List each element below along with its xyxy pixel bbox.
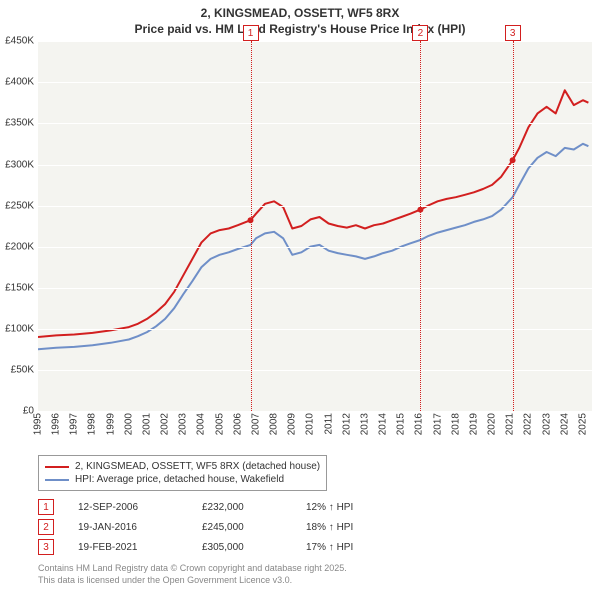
sale-row: 1 12-SEP-2006 £232,000 12% ↑ HPI <box>38 497 600 517</box>
marker-line <box>513 41 514 411</box>
grid-line <box>38 370 592 371</box>
sale-price: £305,000 <box>202 542 282 553</box>
grid-line <box>38 165 592 166</box>
sale-row: 3 19-FEB-2021 £305,000 17% ↑ HPI <box>38 537 600 557</box>
x-tick-label: 2007 <box>250 413 261 435</box>
x-axis: 1995199619971998199920002001200220032004… <box>38 411 592 451</box>
sale-date: 12-SEP-2006 <box>78 502 178 513</box>
legend-text: HPI: Average price, detached house, Wake… <box>75 474 284 485</box>
x-tick-label: 2009 <box>287 413 298 435</box>
x-tick-label: 1999 <box>105 413 116 435</box>
plot-area: 123 <box>38 41 592 411</box>
sale-marker: 3 <box>38 539 54 555</box>
y-tick-label: £350K <box>5 118 34 129</box>
sale-price: £245,000 <box>202 522 282 533</box>
x-tick-label: 1996 <box>51 413 62 435</box>
title-line-1: 2, KINGSMEAD, OSSETT, WF5 8RX <box>0 6 600 22</box>
y-tick-label: £200K <box>5 241 34 252</box>
grid-line <box>38 206 592 207</box>
y-tick-label: £450K <box>5 36 34 47</box>
x-tick-label: 1995 <box>33 413 44 435</box>
x-tick-label: 2024 <box>559 413 570 435</box>
x-tick-label: 2017 <box>432 413 443 435</box>
sale-delta: 12% ↑ HPI <box>306 502 406 513</box>
x-tick-label: 2012 <box>341 413 352 435</box>
x-tick-label: 2002 <box>160 413 171 435</box>
x-tick-label: 2005 <box>214 413 225 435</box>
x-tick-label: 2003 <box>178 413 189 435</box>
grid-line <box>38 41 592 42</box>
legend: 2, KINGSMEAD, OSSETT, WF5 8RX (detached … <box>38 455 327 491</box>
x-tick-label: 2022 <box>523 413 534 435</box>
legend-swatch <box>45 479 69 481</box>
grid-line <box>38 123 592 124</box>
marker-line <box>251 41 252 411</box>
x-tick-label: 2021 <box>505 413 516 435</box>
x-tick-label: 2025 <box>577 413 588 435</box>
x-tick-label: 2023 <box>541 413 552 435</box>
x-tick-label: 2020 <box>487 413 498 435</box>
sale-price: £232,000 <box>202 502 282 513</box>
x-tick-label: 2015 <box>396 413 407 435</box>
marker-label: 1 <box>243 25 259 41</box>
footnote-line-1: Contains HM Land Registry data © Crown c… <box>38 563 600 575</box>
x-tick-label: 2001 <box>141 413 152 435</box>
legend-item: HPI: Average price, detached house, Wake… <box>45 473 320 486</box>
grid-line <box>38 82 592 83</box>
sale-marker: 2 <box>38 519 54 535</box>
y-axis: £0£50K£100K£150K£200K£250K£300K£350K£400… <box>0 41 36 411</box>
sale-row: 2 19-JAN-2016 £245,000 18% ↑ HPI <box>38 517 600 537</box>
grid-line <box>38 288 592 289</box>
x-tick-label: 1997 <box>69 413 80 435</box>
x-tick-label: 2011 <box>323 413 334 435</box>
marker-line <box>420 41 421 411</box>
sale-date: 19-FEB-2021 <box>78 542 178 553</box>
footnote-line-2: This data is licensed under the Open Gov… <box>38 575 600 587</box>
legend-item: 2, KINGSMEAD, OSSETT, WF5 8RX (detached … <box>45 460 320 473</box>
legend-text: 2, KINGSMEAD, OSSETT, WF5 8RX (detached … <box>75 461 320 472</box>
y-tick-label: £300K <box>5 159 34 170</box>
grid-line <box>38 329 592 330</box>
x-tick-label: 2006 <box>232 413 243 435</box>
marker-label: 3 <box>505 25 521 41</box>
footnote: Contains HM Land Registry data © Crown c… <box>38 563 600 586</box>
x-tick-label: 2019 <box>468 413 479 435</box>
y-tick-label: £100K <box>5 323 34 334</box>
x-tick-label: 2016 <box>414 413 425 435</box>
sale-marker: 1 <box>38 499 54 515</box>
x-tick-label: 2014 <box>378 413 389 435</box>
series-price_paid <box>38 90 588 337</box>
y-tick-label: £250K <box>5 200 34 211</box>
x-tick-label: 2018 <box>450 413 461 435</box>
chart-lines <box>38 41 592 411</box>
legend-swatch <box>45 466 69 468</box>
x-tick-label: 2004 <box>196 413 207 435</box>
sales-table: 1 12-SEP-2006 £232,000 12% ↑ HPI 2 19-JAN-201… <box>38 497 600 557</box>
sale-delta: 18% ↑ HPI <box>306 522 406 533</box>
marker-label: 2 <box>412 25 428 41</box>
x-tick-label: 2000 <box>123 413 134 435</box>
y-tick-label: £50K <box>11 365 34 376</box>
x-tick-label: 2013 <box>359 413 370 435</box>
x-tick-label: 2008 <box>269 413 280 435</box>
y-tick-label: £150K <box>5 282 34 293</box>
chart-area: £0£50K£100K£150K£200K£250K£300K£350K£400… <box>38 41 592 411</box>
grid-line <box>38 247 592 248</box>
y-tick-label: £400K <box>5 77 34 88</box>
x-tick-label: 1998 <box>87 413 98 435</box>
sale-delta: 17% ↑ HPI <box>306 542 406 553</box>
x-tick-label: 2010 <box>305 413 316 435</box>
sale-date: 19-JAN-2016 <box>78 522 178 533</box>
